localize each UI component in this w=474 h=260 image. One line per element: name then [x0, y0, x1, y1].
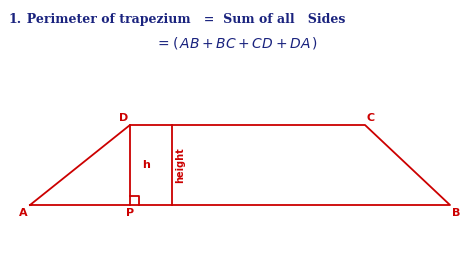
- Text: B: B: [452, 208, 460, 218]
- Text: P: P: [126, 208, 134, 218]
- Text: 1.: 1.: [8, 13, 21, 26]
- Text: $= \left(\, AB + BC + CD + DA\,\right)$: $= \left(\, AB + BC + CD + DA\,\right)$: [155, 35, 318, 51]
- Text: Perimeter of trapezium   =  Sum of all   Sides: Perimeter of trapezium = Sum of all Side…: [18, 13, 346, 26]
- Text: C: C: [367, 113, 375, 123]
- Text: h: h: [142, 160, 150, 170]
- Text: A: A: [19, 208, 28, 218]
- Text: D: D: [119, 113, 128, 123]
- Text: height: height: [175, 147, 185, 183]
